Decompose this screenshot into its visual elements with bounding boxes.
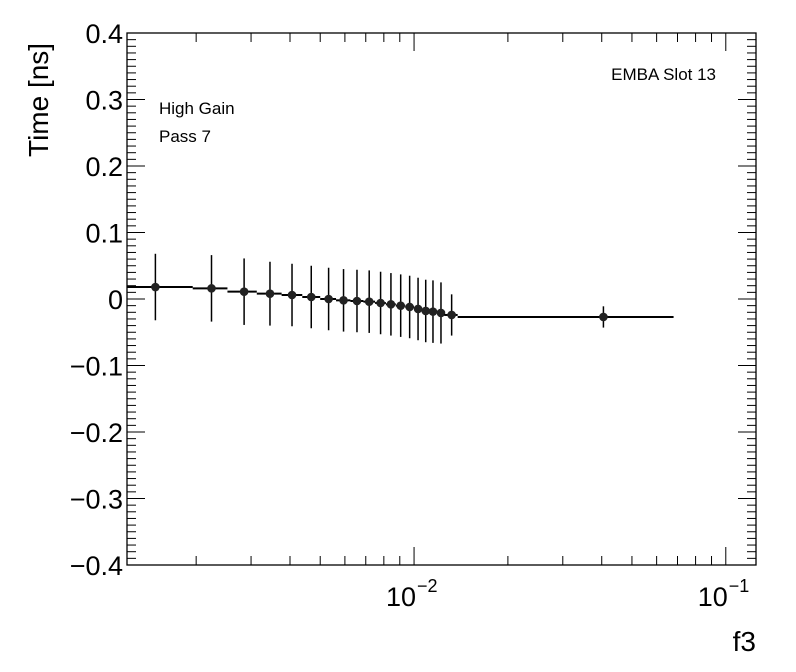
data-marker [339, 296, 348, 305]
data-point [395, 274, 406, 337]
data-marker [396, 301, 405, 310]
data-marker [376, 298, 385, 308]
data-point [428, 280, 438, 343]
x-tick-exponent: −2 [417, 576, 438, 596]
data-point [421, 279, 431, 343]
annotation-pass: Pass 7 [159, 127, 211, 146]
data-marker [599, 312, 608, 322]
data-point [256, 261, 282, 326]
y-tick-label: 0 [108, 285, 123, 315]
data-point [436, 282, 446, 344]
y-axis-title: Time [ns] [23, 43, 54, 157]
annotation-slot: EMBA Slot 13 [611, 65, 716, 84]
data-point [127, 253, 193, 321]
x-tick-exponent: −1 [729, 576, 750, 596]
data-marker [287, 290, 297, 300]
data-marker [436, 308, 446, 318]
data-marker [151, 282, 160, 292]
data-point [413, 277, 423, 341]
x-tick-base: 10 [386, 582, 416, 612]
data-marker [413, 304, 423, 314]
data-marker [386, 300, 396, 309]
data-point [302, 265, 321, 329]
data-marker [265, 289, 275, 298]
data-marker [364, 297, 374, 306]
annotation-gain: High Gain [159, 99, 235, 118]
data-marker [324, 294, 333, 304]
x-tick-labels: 10 −2 10 −1 [386, 576, 749, 612]
x-tick-base: 10 [698, 582, 728, 612]
x-tick-label: 10 −2 [386, 576, 438, 612]
data-point [336, 269, 351, 332]
data-point [375, 271, 386, 335]
y-tick-labels: 0.4 0.3 0.2 0.1 0 −0.1 −0.2 −0.3 −0.4 [70, 19, 123, 581]
data-marker [306, 292, 316, 302]
x-tick-label: 10 −1 [698, 576, 750, 612]
y-tick-label: −0.3 [70, 485, 123, 515]
data-point [350, 269, 364, 333]
data-marker [421, 306, 431, 316]
y-tick-label: 0.4 [85, 19, 123, 49]
x-axis-title: f3 [733, 626, 756, 657]
data-marker [447, 310, 456, 320]
data-point [457, 306, 674, 328]
data-point [320, 267, 337, 331]
data-series [127, 253, 674, 344]
data-marker [207, 284, 216, 293]
data-marker [352, 296, 362, 306]
data-marker [405, 302, 414, 312]
data-point [385, 273, 396, 336]
data-point [192, 255, 228, 322]
data-marker [239, 287, 249, 296]
data-marker [428, 307, 438, 316]
y-tick-label: 0.1 [85, 219, 123, 249]
y-tick-label: 0.3 [85, 86, 123, 116]
data-point [363, 270, 376, 333]
y-tick-label: −0.1 [70, 352, 123, 382]
y-tick-label: 0.2 [85, 152, 123, 182]
y-tick-label: −0.4 [70, 551, 123, 581]
data-point [281, 263, 303, 327]
data-point [405, 275, 415, 339]
data-point [444, 294, 458, 336]
data-point [227, 258, 257, 325]
y-tick-label: −0.2 [70, 418, 123, 448]
axis-ticks [127, 32, 756, 566]
